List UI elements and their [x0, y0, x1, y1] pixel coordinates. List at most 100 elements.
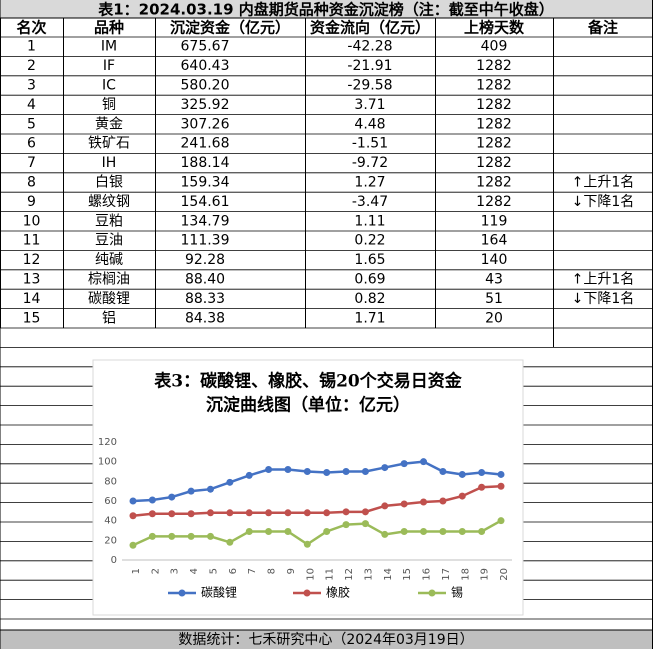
point	[342, 521, 350, 529]
table-cell: 1282	[476, 155, 512, 171]
table-cell: 92.28	[185, 252, 225, 268]
point	[226, 478, 234, 486]
point	[226, 538, 234, 546]
point	[206, 485, 214, 493]
table-cell: 188.14	[181, 155, 230, 171]
point	[206, 509, 214, 517]
table-cell: 0.82	[354, 291, 385, 307]
table-cell: 675.67	[181, 39, 230, 55]
table-cell: 1282	[476, 175, 512, 191]
x-tick-label: 14	[383, 568, 394, 581]
legend-marker	[303, 589, 311, 597]
y-tick-label: 120	[98, 437, 117, 448]
point	[439, 527, 447, 535]
table-cell: 640.43	[181, 58, 230, 74]
point	[226, 509, 234, 517]
point	[303, 509, 311, 517]
point	[187, 532, 195, 540]
table-cell: 1282	[476, 78, 512, 94]
table-cell: 88.40	[185, 272, 225, 288]
table-cell: 豆粕	[95, 213, 123, 229]
remark-cell: ↓下降1名	[572, 194, 635, 210]
table-cell: 1282	[476, 136, 512, 152]
table-cell: 7	[27, 155, 36, 171]
point	[361, 508, 369, 516]
point	[129, 512, 137, 520]
table-cell: 241.68	[181, 136, 230, 152]
legend-label: 锡	[451, 585, 463, 600]
point	[284, 466, 292, 474]
point	[284, 527, 292, 535]
table-cell: -1.51	[352, 136, 388, 152]
x-tick-label: 10	[305, 568, 316, 581]
table-cell: 325.92	[181, 97, 230, 113]
point	[439, 468, 447, 475]
table-cell: 3.71	[354, 97, 385, 113]
table-cell: 1.65	[354, 252, 385, 268]
table-cell: 螺纹钢	[88, 194, 130, 210]
table-cell: 580.20	[181, 78, 230, 94]
header-cell: 上榜天数	[464, 19, 525, 37]
table-cell: 豆油	[95, 233, 123, 249]
x-tick-label: 8	[267, 568, 278, 574]
point	[342, 508, 350, 516]
point	[420, 527, 428, 535]
table-cell: 6	[27, 136, 36, 152]
chart-title: 沉淀曲线图（单位：亿元）	[206, 395, 410, 416]
table-cell: 10	[23, 213, 41, 229]
point	[381, 530, 389, 538]
sheet-title: 表1：2024.03.19 内盘期货品种资金沉淀榜（注：截至中午收盘）	[98, 1, 554, 19]
point	[129, 497, 137, 505]
point	[265, 509, 273, 517]
footer-bar	[0, 630, 653, 649]
x-tick-label: 3	[170, 568, 181, 574]
table-cell: 20	[485, 310, 503, 326]
table-cell: 84.38	[185, 310, 225, 326]
table-cell: 13	[23, 272, 41, 288]
table-cell: 1	[27, 39, 36, 55]
point	[187, 510, 195, 518]
table-cell: 碳酸锂	[88, 291, 130, 307]
y-tick-label: 40	[104, 516, 117, 527]
header-cell: 资金流向（亿元）	[310, 19, 430, 37]
table-cell: 1282	[476, 58, 512, 74]
table-cell: 51	[485, 291, 503, 307]
point	[381, 502, 389, 510]
legend-marker	[428, 589, 436, 597]
point	[420, 498, 428, 506]
point	[478, 468, 486, 476]
table-cell: 1.27	[354, 175, 385, 191]
remark-cell: ↓下降1名	[572, 291, 635, 307]
point	[400, 527, 408, 535]
table-cell: -42.28	[347, 39, 392, 55]
point	[265, 466, 273, 474]
point	[323, 468, 331, 476]
point	[497, 517, 505, 525]
footer: 数据统计：七禾研究中心（2024年03月19日）	[178, 632, 473, 648]
table-cell: 9	[27, 194, 36, 210]
table-cell: 白银	[95, 175, 123, 191]
point	[361, 520, 369, 528]
point	[168, 532, 176, 540]
x-tick-label: 9	[286, 568, 297, 574]
table-cell: 140	[481, 252, 508, 268]
x-tick-label: 4	[189, 568, 200, 574]
table-cell: 88.33	[185, 291, 225, 307]
table-cell: 铁矿石	[88, 136, 130, 152]
table-cell: IF	[103, 58, 115, 74]
point	[148, 496, 156, 504]
table-cell: 1.11	[354, 213, 385, 229]
point	[245, 509, 253, 517]
point	[458, 492, 466, 500]
table-cell: 159.34	[181, 175, 230, 191]
table-cell: IC	[102, 78, 116, 94]
table-cell: -9.72	[352, 155, 388, 171]
point	[148, 510, 156, 518]
table-cell: 154.61	[181, 194, 230, 210]
table-cell: -21.91	[347, 58, 392, 74]
table-cell: 12	[23, 252, 41, 268]
point	[303, 540, 311, 548]
table-cell: 棕榈油	[88, 272, 130, 288]
legend-marker	[178, 589, 186, 597]
y-tick-label: 80	[104, 476, 117, 487]
